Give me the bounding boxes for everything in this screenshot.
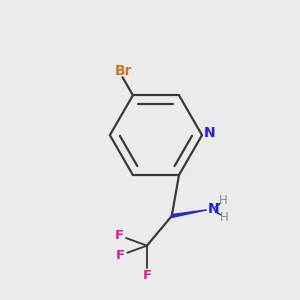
- Text: H: H: [220, 211, 229, 224]
- Text: F: F: [114, 229, 124, 242]
- Text: F: F: [142, 269, 152, 282]
- Text: F: F: [116, 249, 125, 262]
- Text: Br: Br: [115, 64, 133, 78]
- Text: H: H: [219, 194, 228, 207]
- Text: N: N: [204, 126, 215, 140]
- Text: N: N: [208, 202, 219, 216]
- Polygon shape: [172, 210, 207, 218]
